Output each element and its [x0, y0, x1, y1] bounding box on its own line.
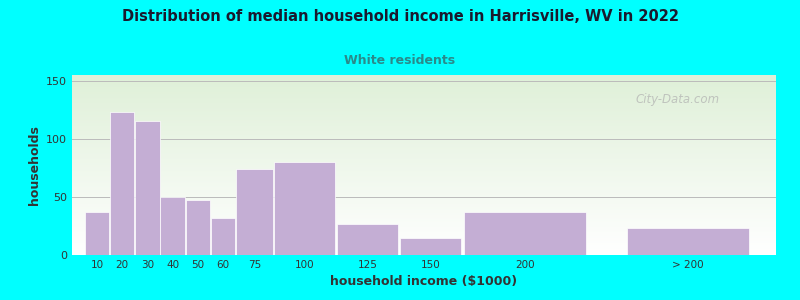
Text: Distribution of median household income in Harrisville, WV in 2022: Distribution of median household income …	[122, 9, 678, 24]
Bar	[400, 238, 461, 255]
Bar	[236, 169, 273, 255]
Bar	[210, 218, 235, 255]
Bar	[110, 112, 134, 255]
Text: White residents: White residents	[345, 54, 455, 67]
Bar	[135, 122, 160, 255]
Bar	[160, 197, 185, 255]
Bar	[274, 162, 335, 255]
Y-axis label: households: households	[27, 125, 41, 205]
X-axis label: household income ($1000): household income ($1000)	[330, 275, 518, 288]
Bar	[186, 200, 210, 255]
Text: City-Data.com: City-Data.com	[635, 93, 719, 106]
Bar	[337, 224, 398, 255]
Bar	[627, 228, 749, 255]
Bar	[85, 212, 110, 255]
Bar	[464, 212, 586, 255]
